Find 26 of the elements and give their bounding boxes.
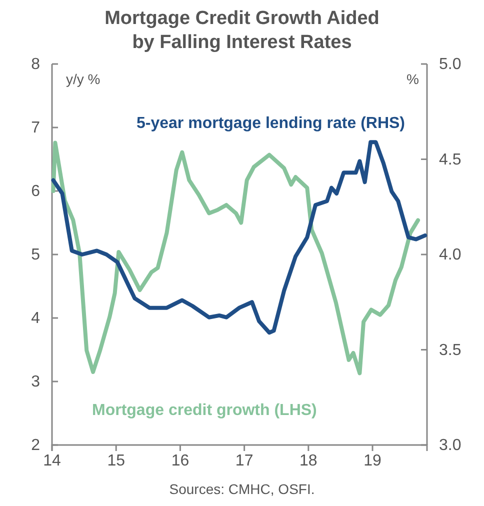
y-tick-label: 6: [31, 183, 40, 200]
y2-tick-label: 5.0: [439, 56, 462, 74]
y2-tick-label: 4.5: [439, 151, 462, 168]
y2-axis-title: %: [406, 71, 419, 87]
y-tick-label: 4: [31, 310, 40, 328]
series-label: 5-year mortgage lending rate (RHS): [136, 115, 405, 132]
x-tick-label: 19: [364, 452, 382, 470]
series-label: Mortgage credit growth (LHS): [92, 402, 317, 419]
y2-tick-label: 4.0: [439, 246, 462, 264]
chart-title: Mortgage Credit Growth Aided by Falling Interest Rates: [104, 8, 380, 53]
line-series: [51, 140, 428, 335]
y-tick-label: 5: [31, 246, 40, 264]
x-tick-label: 14: [43, 452, 61, 470]
y2-tick-label: 3.0: [439, 437, 462, 454]
y-tick-label: 7: [31, 120, 40, 137]
y2-tick-label: 3.5: [439, 342, 462, 359]
line-series: [51, 140, 420, 376]
x-tick-label: 16: [171, 452, 190, 470]
x-tick-label: 15: [107, 452, 126, 470]
x-tick-label: 17: [235, 452, 254, 470]
y-tick-label: 3: [31, 374, 40, 391]
y-tick-label: 8: [31, 56, 40, 74]
y-axis-title: y/y %: [66, 71, 100, 87]
x-tick-label: 18: [300, 452, 318, 470]
y-tick-label: 2: [31, 437, 40, 454]
source-note: Sources: CMHC, OSFI.: [169, 481, 315, 497]
